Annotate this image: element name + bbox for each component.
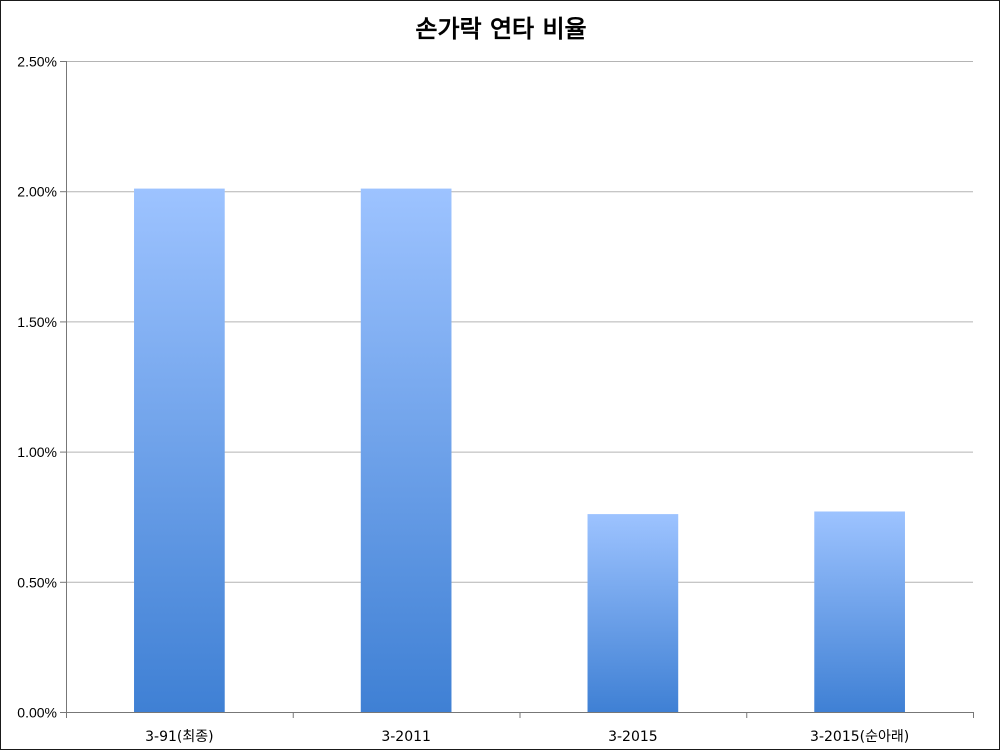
y-tick-label: 2.50% xyxy=(17,54,57,70)
y-tick-label: 0.00% xyxy=(17,705,57,721)
bar xyxy=(360,188,452,712)
y-tick-label: 0.50% xyxy=(17,574,57,590)
x-category-label: 3-2015(순아래) xyxy=(810,729,909,745)
chart-title: 손가락 연타 비율 xyxy=(415,15,587,43)
x-category-label: 3-2011 xyxy=(381,729,431,745)
axes xyxy=(60,61,974,718)
y-tick-label: 1.00% xyxy=(17,444,57,460)
bar xyxy=(587,514,679,712)
y-tick-label: 1.50% xyxy=(17,314,57,330)
x-category-label: 3-91(최종) xyxy=(145,729,213,745)
bar xyxy=(134,188,225,712)
y-tick-label: 2.00% xyxy=(17,184,57,200)
axis-labels: 0.00% 0.50% 1.00% 1.50% 2.00% 2.50% 3-91(최종) 3-… xyxy=(17,54,909,746)
x-category-label: 3-2015 xyxy=(608,729,658,745)
bars xyxy=(134,188,905,712)
bar xyxy=(814,511,905,712)
